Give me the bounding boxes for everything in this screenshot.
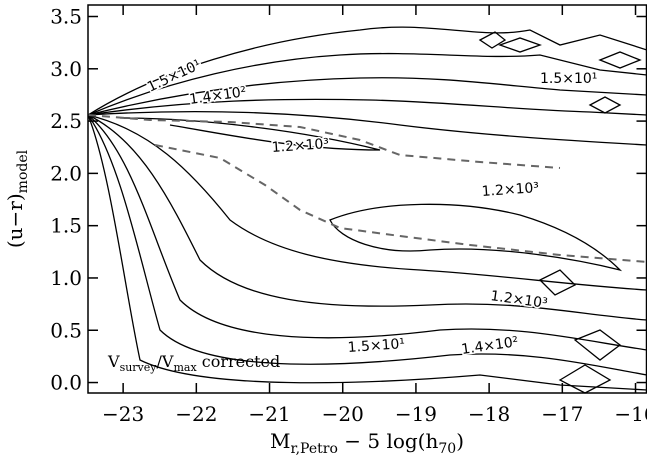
contour-label: 1.2×10³ xyxy=(271,136,329,156)
x-label-end: ) xyxy=(456,429,464,453)
annotation: Vsurvey/Vmax corrected xyxy=(107,352,280,374)
annotation-slash: /V xyxy=(157,352,174,371)
contours xyxy=(87,26,647,394)
y-tick-label: 3.0 xyxy=(50,57,82,81)
contour-label: 1.5×10¹ xyxy=(347,336,405,356)
contour-line xyxy=(478,31,622,296)
contour-line xyxy=(87,114,647,391)
contour-line xyxy=(87,52,647,116)
y-tick-label: 2.5 xyxy=(50,109,82,133)
x-label-sub2: 70 xyxy=(438,441,456,457)
x-axis-label: Mr,Petro − 5 log(h70) xyxy=(270,429,464,457)
contour-label: 1.4×10² xyxy=(188,84,247,108)
plot-frame xyxy=(87,4,647,394)
y-label-main: (u−r) xyxy=(3,193,27,248)
contour-line xyxy=(87,110,647,146)
annotation-sub: max xyxy=(173,361,197,374)
annotation-v: V xyxy=(107,352,120,371)
contour-label: 1.5×10¹ xyxy=(145,57,204,96)
y-tick-label: 0.0 xyxy=(50,371,82,395)
y-tick-label: 3.5 xyxy=(50,5,82,29)
contour-label: 1.2×10³ xyxy=(489,288,548,312)
y-label-sub: model xyxy=(15,149,31,193)
ridge-line xyxy=(87,114,561,169)
x-tick-label: −16 xyxy=(614,402,647,426)
contour-label: 1.2×10³ xyxy=(481,180,539,200)
annotation-sub: survey xyxy=(120,361,158,374)
contour-line xyxy=(87,77,647,116)
x-tick-label: −17 xyxy=(541,402,583,426)
x-tick-label: −18 xyxy=(468,402,510,426)
contour-line xyxy=(87,114,647,321)
annotation-rest: corrected xyxy=(197,352,281,371)
contour-line xyxy=(329,203,623,272)
contour-line xyxy=(87,26,647,116)
contour-line xyxy=(87,98,647,116)
contour-line xyxy=(87,114,647,376)
x-label-sub: r,Petro xyxy=(290,441,337,457)
contour-line xyxy=(119,117,381,151)
x-tick-label: −22 xyxy=(175,402,217,426)
ridge-lines xyxy=(87,114,647,263)
x-tick-label: −23 xyxy=(102,402,144,426)
y-tick-label: 1.0 xyxy=(50,266,82,290)
x-label-rest: − 5 log(h xyxy=(338,429,439,453)
y-tick-label: 1.5 xyxy=(50,214,82,238)
y-tick-label: 0.5 xyxy=(50,318,82,342)
ridge-line xyxy=(154,144,647,263)
contour-label: 1.5×10¹ xyxy=(540,71,597,87)
contour-line xyxy=(87,114,647,351)
contour-line xyxy=(498,37,642,394)
contour-line xyxy=(87,114,647,291)
y-tick-label: 2.0 xyxy=(50,161,82,185)
x-tick-label: −19 xyxy=(395,402,437,426)
x-tick-label: −21 xyxy=(248,402,290,426)
x-tick-label: −20 xyxy=(322,402,364,426)
x-label-main: M xyxy=(270,429,290,453)
y-axis-label: (u−r)model xyxy=(3,149,31,248)
